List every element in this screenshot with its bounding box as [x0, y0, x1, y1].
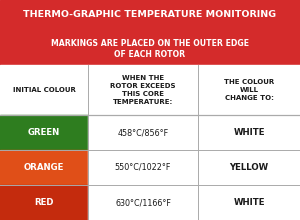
Text: 630°C/1166°F: 630°C/1166°F — [115, 198, 171, 207]
Bar — [88, 115, 198, 150]
Text: ORANGE: ORANGE — [24, 163, 64, 172]
Text: INITIAL COLOUR: INITIAL COLOUR — [13, 87, 75, 93]
Bar — [198, 115, 300, 150]
Text: RED: RED — [34, 198, 54, 207]
Text: WHEN THE
ROTOR EXCEEDS
THIS CORE
TEMPERATURE:: WHEN THE ROTOR EXCEEDS THIS CORE TEMPERA… — [110, 75, 176, 105]
Text: GREEN: GREEN — [28, 128, 60, 137]
Bar — [0, 150, 88, 185]
Bar — [88, 150, 198, 185]
Bar — [88, 185, 198, 220]
Text: 458°C/856°F: 458°C/856°F — [117, 128, 169, 137]
Text: YELLOW: YELLOW — [230, 163, 268, 172]
Bar — [198, 185, 300, 220]
Bar — [0, 65, 300, 220]
Text: MARKINGS ARE PLACED ON THE OUTER EDGE
OF EACH ROTOR: MARKINGS ARE PLACED ON THE OUTER EDGE OF… — [51, 38, 249, 59]
Bar — [0, 115, 88, 150]
Text: WHITE: WHITE — [233, 128, 265, 137]
Bar — [0, 0, 300, 65]
Bar — [198, 150, 300, 185]
Bar — [0, 65, 300, 115]
Text: WHITE: WHITE — [233, 198, 265, 207]
Text: THE COLOUR
WILL
CHANGE TO:: THE COLOUR WILL CHANGE TO: — [224, 79, 274, 101]
Text: THERMO-GRAPHIC TEMPERATURE MONITORING: THERMO-GRAPHIC TEMPERATURE MONITORING — [23, 9, 277, 18]
Bar — [0, 185, 88, 220]
Text: 550°C/1022°F: 550°C/1022°F — [115, 163, 171, 172]
